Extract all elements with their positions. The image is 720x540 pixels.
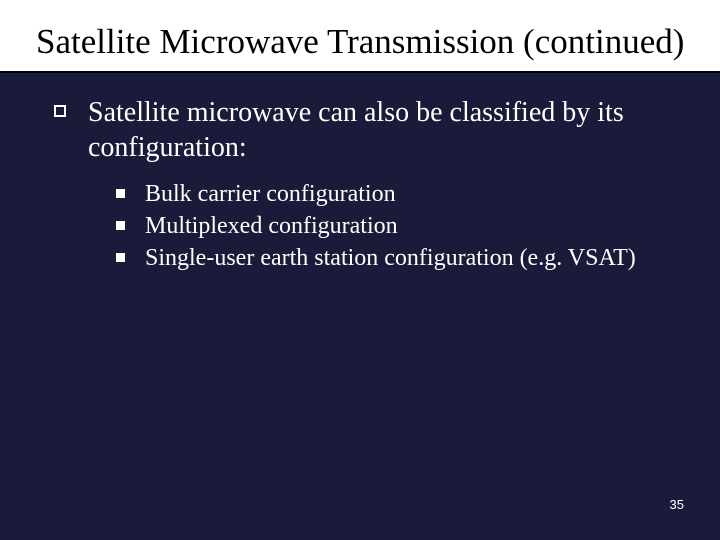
level2-text: Single-user earth station configuration … [145, 243, 636, 273]
filled-square-bullet-icon [116, 253, 125, 262]
slide-title: Satellite Microwave Transmission (contin… [36, 22, 690, 61]
bullet-level2: Bulk carrier configuration [116, 179, 680, 209]
level1-text: Satellite microwave can also be classifi… [88, 95, 680, 165]
title-bar: Satellite Microwave Transmission (contin… [0, 0, 720, 73]
level2-text: Multiplexed configuration [145, 211, 398, 241]
bullet-level2: Single-user earth station configuration … [116, 243, 680, 273]
sub-bullets: Bulk carrier configuration Multiplexed c… [54, 179, 680, 273]
page-number: 35 [670, 497, 684, 512]
bullet-level1: Satellite microwave can also be classifi… [54, 95, 680, 165]
slide-content: Satellite microwave can also be classifi… [0, 73, 720, 273]
hollow-square-bullet-icon [54, 105, 66, 117]
level2-text: Bulk carrier configuration [145, 179, 396, 209]
filled-square-bullet-icon [116, 221, 125, 230]
filled-square-bullet-icon [116, 189, 125, 198]
bullet-level2: Multiplexed configuration [116, 211, 680, 241]
